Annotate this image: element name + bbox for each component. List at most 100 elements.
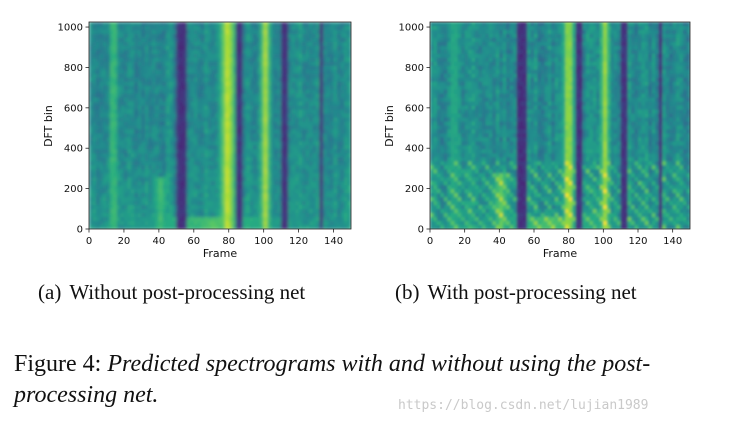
heatmap-cell: [326, 73, 331, 79]
heatmap-cell: [214, 153, 219, 158]
heatmap-cell: [274, 141, 279, 146]
heatmap-cell: [295, 33, 300, 39]
heatmap-cell: [218, 161, 223, 166]
heatmap-cell: [461, 85, 466, 91]
heatmap-cell: [485, 157, 490, 162]
heatmap-cell: [347, 197, 351, 202]
heatmap-cell: [260, 69, 265, 75]
heatmap-cell: [330, 125, 335, 131]
heatmap-cell: [228, 201, 233, 206]
heatmap-cell: [137, 153, 142, 158]
heatmap-cell: [225, 97, 230, 103]
heatmap-cell: [433, 61, 438, 67]
heatmap-cell: [298, 169, 303, 174]
heatmap-cell: [235, 85, 240, 91]
heatmap-cell: [284, 217, 289, 222]
heatmap-cell: [305, 117, 310, 123]
heatmap-cell: [461, 185, 466, 190]
heatmap-cell: [270, 185, 275, 190]
heatmap-cell: [225, 125, 230, 131]
heatmap-cell: [204, 37, 209, 43]
heatmap-cell: [155, 201, 160, 206]
heatmap-cell: [457, 53, 462, 59]
heatmap-cell: [249, 133, 254, 139]
heatmap-cell: [468, 205, 473, 210]
heatmap-cell: [485, 129, 490, 135]
heatmap-cell: [134, 197, 139, 202]
heatmap-cell: [197, 117, 202, 123]
heatmap-cell: [485, 109, 490, 115]
heatmap-cell: [284, 145, 289, 150]
heatmap-cell: [471, 89, 476, 95]
heatmap-cell: [461, 181, 466, 186]
heatmap-cell: [109, 37, 115, 43]
heatmap-cell: [221, 141, 226, 146]
heatmap-cell: [291, 105, 296, 111]
heatmap-cell: [443, 189, 448, 194]
heatmap-cell: [193, 213, 198, 218]
heatmap-cell: [288, 25, 293, 31]
heatmap-cell: [454, 217, 459, 222]
heatmap-cell: [478, 101, 483, 107]
heatmap-cell: [95, 113, 101, 119]
heatmap-cell: [291, 65, 296, 71]
heatmap-cell: [330, 77, 335, 83]
heatmap-cell: [176, 73, 181, 79]
heatmap-cell: [109, 49, 115, 55]
heatmap-cell: [330, 181, 335, 186]
heatmap-cell: [464, 221, 469, 226]
heatmap-cell: [183, 173, 188, 178]
heatmap-cell: [475, 89, 480, 95]
heatmap-cell: [120, 81, 125, 87]
heatmap-cell: [228, 57, 233, 63]
heatmap-cell: [141, 73, 146, 79]
heatmap-cell: [450, 193, 455, 198]
heatmap-cell: [95, 89, 101, 95]
heatmap-cell: [291, 185, 296, 190]
heatmap-cell: [214, 221, 219, 226]
heatmap-cell: [228, 33, 233, 39]
heatmap-cell: [454, 53, 459, 59]
heatmap-cell: [204, 141, 209, 146]
heatmap-cell: [337, 125, 342, 131]
heatmap-cell: [333, 213, 338, 218]
heatmap-cell: [190, 29, 195, 35]
heatmap-cell: [123, 173, 129, 178]
heatmap-cell: [221, 209, 226, 214]
heatmap-cell: [190, 109, 195, 115]
heatmap-cell: [169, 185, 174, 190]
heatmap-cell: [176, 141, 181, 146]
heatmap-cell: [256, 113, 261, 119]
heatmap-cell: [235, 22, 240, 27]
heatmap-cell: [95, 153, 101, 158]
heatmap-cell: [330, 221, 335, 226]
heatmap-cell: [309, 209, 314, 214]
heatmap-cell: [274, 29, 279, 35]
heatmap-cell: [450, 169, 455, 174]
heatmap-cell: [333, 41, 338, 47]
heatmap-cell: [288, 133, 293, 139]
heatmap-cell: [246, 141, 251, 146]
heatmap-cell: [298, 145, 303, 150]
heatmap-cell: [305, 97, 310, 103]
heatmap-cell: [89, 177, 94, 182]
heatmap-cell: [344, 173, 349, 178]
heatmap-cell: [267, 197, 272, 202]
heatmap-cell: [260, 77, 265, 83]
heatmap-cell: [151, 49, 156, 55]
heatmap-cell: [207, 181, 212, 186]
heatmap-cell: [436, 225, 441, 229]
heatmap-cell: [127, 145, 132, 150]
heatmap-cell: [485, 37, 490, 43]
heatmap-cell: [305, 209, 310, 214]
heatmap-cell: [263, 173, 268, 178]
heatmap-cell: [309, 105, 314, 111]
heatmap-cell: [457, 69, 462, 75]
heatmap-cell: [333, 165, 338, 170]
heatmap-cell: [471, 209, 476, 214]
heatmap-cell: [106, 65, 111, 71]
heatmap-cell: [337, 197, 342, 202]
heatmap-cell: [225, 173, 230, 178]
heatmap-cell: [176, 213, 181, 218]
heatmap-cell: [475, 137, 480, 143]
